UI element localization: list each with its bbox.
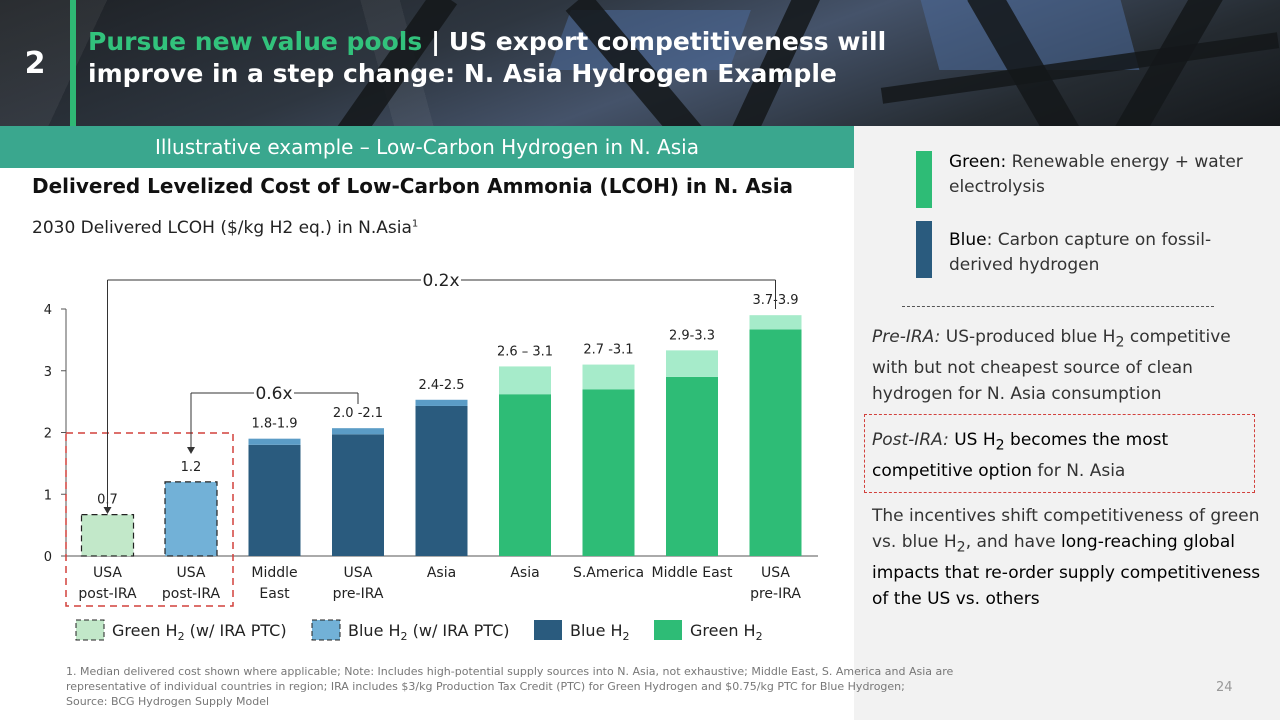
pre-ira-sub: 2 [1115, 334, 1125, 351]
bar-blue [248, 444, 301, 556]
legend-swatch [534, 620, 562, 640]
section-accent-bar [70, 0, 76, 126]
title-separator: | [422, 27, 449, 56]
post-ira-strong-2: becomes the most competitive option [872, 430, 1169, 482]
x-category-label: Middle East [652, 565, 733, 581]
bar-green-range [499, 366, 551, 395]
bar-value-label: 2.7 -3.1 [583, 343, 633, 358]
bar-value-label: 2.4-2.5 [418, 378, 464, 393]
chart-subheading: 2030 Delivered LCOH ($/kg H2 eq.) in N.A… [32, 218, 418, 238]
post-ira-label: Post-IRA: [872, 430, 949, 450]
green-text: Renewable energy + water electrolysis [949, 152, 1243, 197]
bar-ira [80, 514, 135, 557]
lcoh-bar-chart: 012340.7USApost-IRA1.2USApost-IRA1.8-1.9… [44, 271, 818, 643]
bar-value-label: 2.9-3.3 [669, 328, 715, 343]
bracket-arrowhead [103, 507, 112, 514]
incentives-strong: long-reaching global impacts that re-ord… [872, 532, 1261, 610]
x-category-label: S.America [573, 565, 644, 581]
footnote-text: 1. Median delivered cost shown where app… [66, 665, 954, 693]
bar-value-label: 2.0 -2.1 [333, 406, 383, 421]
x-category-label: post-IRA [78, 586, 137, 602]
source-text: Source: BCG Hydrogen Supply Model [66, 695, 270, 708]
green-swatch [916, 151, 932, 208]
footnote: 1. Median delivered cost shown where app… [66, 664, 1006, 709]
x-category-label: Middle [251, 565, 297, 581]
bar-value-label: 2.6 – 3.1 [497, 344, 553, 359]
legend-swatch [311, 619, 341, 641]
pre-ira-text-1: US-produced blue H [940, 327, 1116, 347]
bracket-arrowhead [187, 447, 195, 454]
legend-label: Blue H2 [570, 621, 630, 643]
post-ira-text: for N. Asia [1032, 461, 1126, 482]
x-category-label: post-IRA [162, 586, 221, 602]
post-ira-paragraph: Post-IRA: US H2 becomes the most competi… [872, 427, 1264, 484]
y-tick-label: 0 [44, 550, 52, 565]
header-banner: 2 Pursue new value pools | US export com… [0, 0, 1280, 126]
x-category-label: USA [177, 565, 206, 581]
post-ira-strong-1: US H [948, 430, 996, 450]
title-highlight: Pursue new value pools [88, 27, 423, 56]
section-number: 2 [24, 45, 46, 81]
legend-label: Green H2 [690, 621, 763, 643]
post-ira-dashed-box [65, 432, 234, 607]
bar-blue-range [332, 428, 384, 435]
pre-ira-text-2: competitive with but not cheapest source… [872, 327, 1231, 405]
blue-swatch [916, 221, 932, 278]
bar-green [582, 389, 635, 556]
incentives-sub: 2 [956, 539, 966, 556]
x-category-label: Asia [427, 565, 456, 581]
y-tick-label: 2 [44, 427, 52, 442]
x-category-label: pre-IRA [333, 586, 384, 602]
bar-green-range [666, 350, 718, 377]
page-number: 24 [1216, 680, 1233, 695]
y-tick-label: 3 [44, 365, 52, 380]
bar-value-label: 1.2 [181, 460, 202, 475]
blue-label: Blue [949, 230, 987, 250]
legend-swatch [75, 619, 105, 641]
bar-green-range [582, 364, 635, 390]
incentives-paragraph: The incentives shift competitiveness of … [872, 503, 1264, 612]
ratio-annotation-label: 0.6x [255, 384, 292, 404]
bar-blue-range [415, 399, 468, 406]
bar-green [749, 329, 802, 556]
x-category-label: East [259, 586, 290, 602]
y-tick-label: 1 [44, 488, 52, 503]
bar-green [499, 394, 551, 556]
pre-ira-label: Pre-IRA: [872, 327, 941, 347]
title-rest: US export competitiveness will improve i… [88, 27, 887, 88]
illustrative-band: Illustrative example – Low-Carbon Hydrog… [0, 126, 854, 168]
x-category-label: Asia [510, 565, 539, 581]
x-category-label: pre-IRA [750, 586, 801, 602]
bar-blue [415, 405, 468, 556]
pre-ira-paragraph: Pre-IRA: US-produced blue H2 competitive… [872, 324, 1264, 407]
chart-heading: Delivered Levelized Cost of Low-Carbon A… [32, 174, 794, 198]
blue-text: : Carbon capture on fossil-derived hydro… [949, 230, 1212, 275]
bar-ira [164, 481, 218, 557]
page-title: Pursue new value pools | US export compe… [88, 26, 908, 90]
dashed-separator [902, 306, 1214, 307]
x-category-label: USA [93, 565, 122, 581]
incentives-text-1: The incentives shift competitiveness of … [872, 506, 1260, 552]
legend-label: Blue H2 (w/ IRA PTC) [348, 621, 510, 643]
legend-swatch [654, 620, 682, 640]
green-definition: Green: Renewable energy + water electrol… [949, 150, 1259, 200]
y-tick-label: 4 [44, 303, 52, 318]
incentives-text-2: , and have [965, 532, 1061, 552]
bar-green-range [749, 315, 802, 330]
footnote-marker: 1 [411, 218, 419, 230]
post-ira-sub: 2 [995, 437, 1005, 454]
ratio-annotation-label: 0.2x [422, 271, 459, 291]
chart-subheading-text: 2030 Delivered LCOH ($/kg H2 eq.) in N.A… [32, 218, 412, 238]
x-category-label: USA [344, 565, 373, 581]
post-ira-highlight-box [864, 414, 1255, 493]
legend-label: Green H2 (w/ IRA PTC) [112, 621, 287, 643]
x-category-label: USA [761, 565, 790, 581]
bar-blue [332, 434, 384, 556]
blue-definition: Blue: Carbon capture on fossil-derived h… [949, 228, 1259, 278]
bar-green [666, 376, 718, 556]
bar-value-label: 1.8-1.9 [251, 417, 297, 432]
green-label: Green: [949, 152, 1007, 172]
bar-blue-range [248, 438, 301, 445]
